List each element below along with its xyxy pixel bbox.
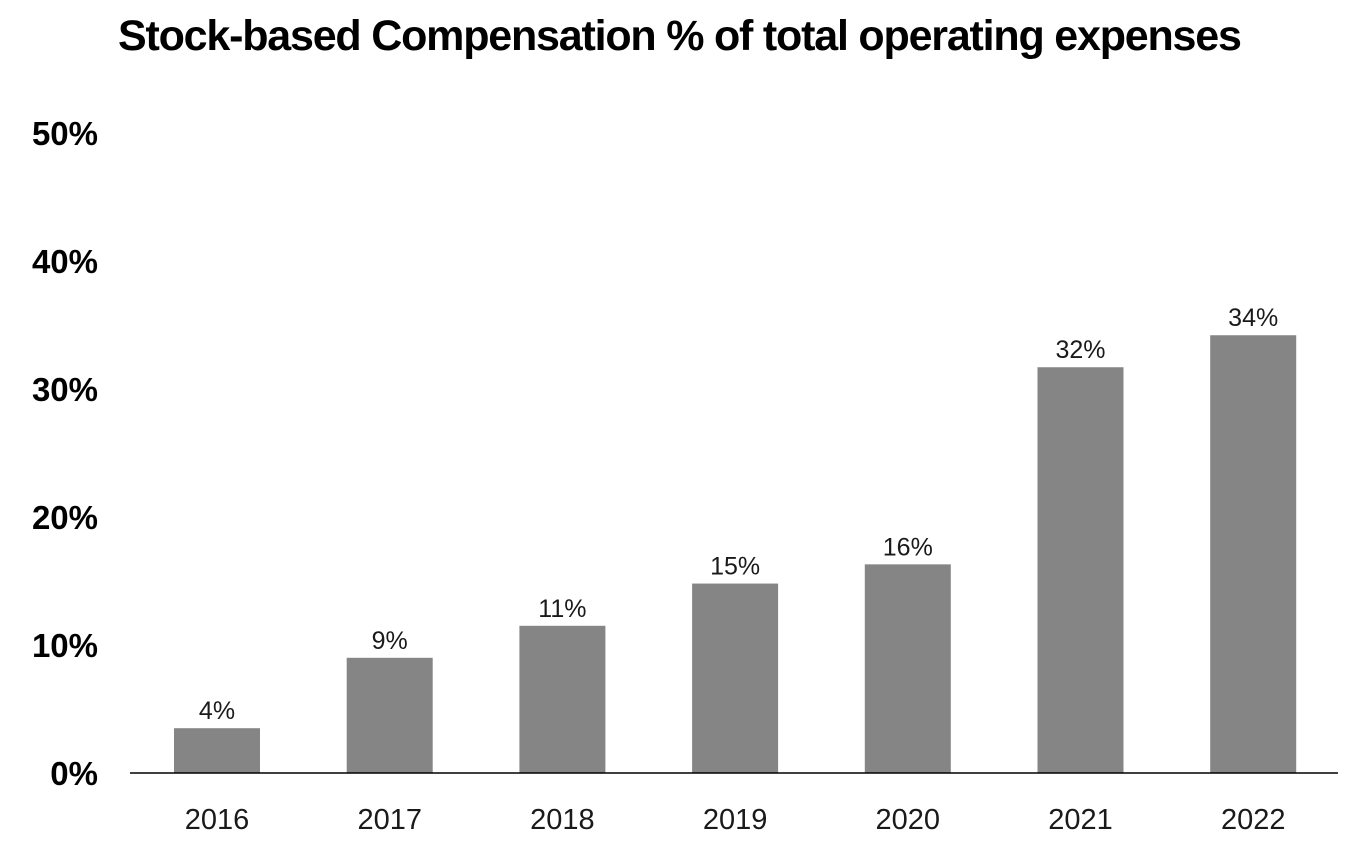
y-tick-label: 30% bbox=[32, 371, 98, 408]
y-tick-label: 10% bbox=[32, 627, 98, 664]
bar-2018 bbox=[519, 625, 606, 773]
data-label: 15% bbox=[710, 553, 760, 581]
data-labels: 4% 9% 11% 15% 16% 32% 34% bbox=[199, 304, 1278, 725]
x-tick-label: 2021 bbox=[1048, 804, 1113, 836]
data-label: 16% bbox=[883, 533, 933, 561]
y-axis-ticks: 0% 10% 20% 30% 40% 50% bbox=[32, 115, 98, 792]
chart-title: Stock-based Compensation % of total oper… bbox=[118, 12, 1242, 60]
data-label: 32% bbox=[1055, 336, 1105, 364]
x-tick-label: 2020 bbox=[876, 804, 941, 836]
y-tick-label: 50% bbox=[32, 115, 98, 152]
x-tick-label: 2022 bbox=[1221, 804, 1286, 836]
bar-2017 bbox=[346, 657, 433, 773]
y-tick-label: 40% bbox=[32, 243, 98, 280]
data-label: 34% bbox=[1228, 304, 1278, 332]
data-label: 11% bbox=[538, 595, 586, 623]
x-tick-label: 2017 bbox=[357, 804, 422, 836]
bar-2016 bbox=[174, 728, 260, 773]
bar-2022 bbox=[1210, 335, 1297, 773]
x-tick-label: 2016 bbox=[185, 804, 250, 836]
y-tick-label: 20% bbox=[32, 499, 98, 536]
data-label: 4% bbox=[199, 697, 235, 725]
bars bbox=[174, 335, 1297, 773]
bar-2019 bbox=[692, 583, 779, 773]
x-tick-label: 2019 bbox=[703, 804, 768, 836]
data-label: 9% bbox=[372, 627, 408, 655]
x-axis-ticks: 2016 2017 2018 2019 2020 2021 2022 bbox=[185, 804, 1286, 836]
bar-2021 bbox=[1037, 367, 1124, 773]
y-tick-label: 0% bbox=[50, 755, 98, 792]
x-tick-label: 2018 bbox=[530, 804, 595, 836]
bar-2020 bbox=[864, 564, 951, 773]
